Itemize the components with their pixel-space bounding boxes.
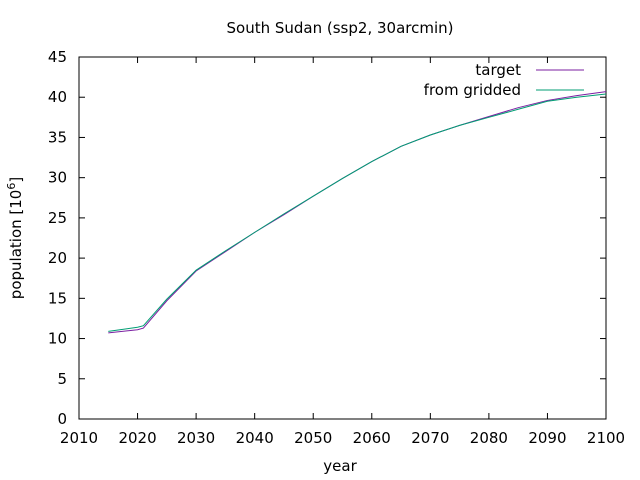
y-tick-label: 20 — [48, 249, 67, 267]
series-line-from-gridded — [108, 93, 607, 332]
legend-label: target — [475, 61, 521, 79]
y-tick-label: 30 — [48, 169, 67, 187]
x-tick-label: 2100 — [587, 429, 625, 447]
x-tick-label: 2030 — [177, 429, 215, 447]
y-tick-label: 40 — [48, 88, 67, 106]
x-axis-label: year — [323, 457, 357, 475]
x-tick-label: 2070 — [411, 429, 449, 447]
y-tick-label: 25 — [48, 209, 67, 227]
y-axis-label: population [106] — [5, 177, 25, 299]
y-tick-label: 5 — [57, 370, 67, 388]
y-tick-label: 10 — [48, 330, 67, 348]
y-axis: 0 5 10 15 20 25 30 35 40 45 — [48, 48, 606, 428]
legend: target from gridded — [424, 61, 584, 99]
chart-title: South Sudan (ssp2, 30arcmin) — [227, 19, 454, 37]
x-tick-label: 2090 — [528, 429, 566, 447]
series-line-target — [108, 91, 607, 334]
x-tick-label: 2040 — [236, 429, 274, 447]
legend-label: from gridded — [424, 81, 521, 99]
x-tick-label: 2020 — [118, 429, 156, 447]
plot-area-frame — [78, 56, 607, 420]
y-tick-label: 15 — [48, 289, 67, 307]
x-tick-label: 2050 — [294, 429, 332, 447]
x-tick-label: 2080 — [470, 429, 508, 447]
x-tick-label: 2060 — [353, 429, 391, 447]
y-axis-label-exponent: 6 — [5, 183, 18, 190]
x-axis: 2010 2020 2030 2040 2050 2060 2070 2080 2090 2100 — [60, 57, 625, 447]
y-tick-label: 35 — [48, 128, 67, 146]
y-tick-label: 45 — [48, 48, 67, 66]
x-tick-label: 2010 — [60, 429, 98, 447]
series-layer — [108, 91, 607, 334]
y-axis-label-end: ] — [7, 177, 25, 183]
y-tick-label: 0 — [57, 410, 67, 428]
y-axis-label-text: population [10 — [7, 190, 25, 300]
